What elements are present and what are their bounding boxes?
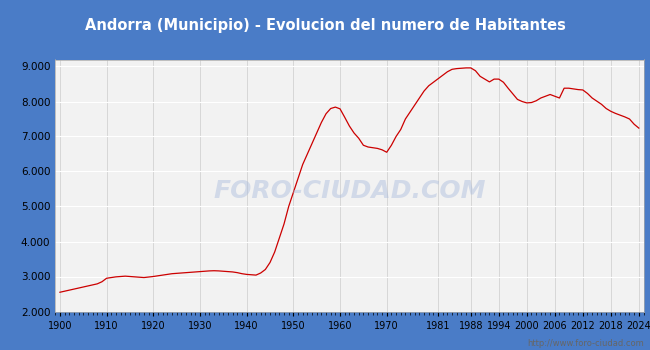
Text: FORO-CIUDAD.COM: FORO-CIUDAD.COM [213, 178, 486, 203]
Text: http://www.foro-ciudad.com: http://www.foro-ciudad.com [526, 339, 644, 348]
Text: Andorra (Municipio) - Evolucion del numero de Habitantes: Andorra (Municipio) - Evolucion del nume… [84, 18, 566, 33]
